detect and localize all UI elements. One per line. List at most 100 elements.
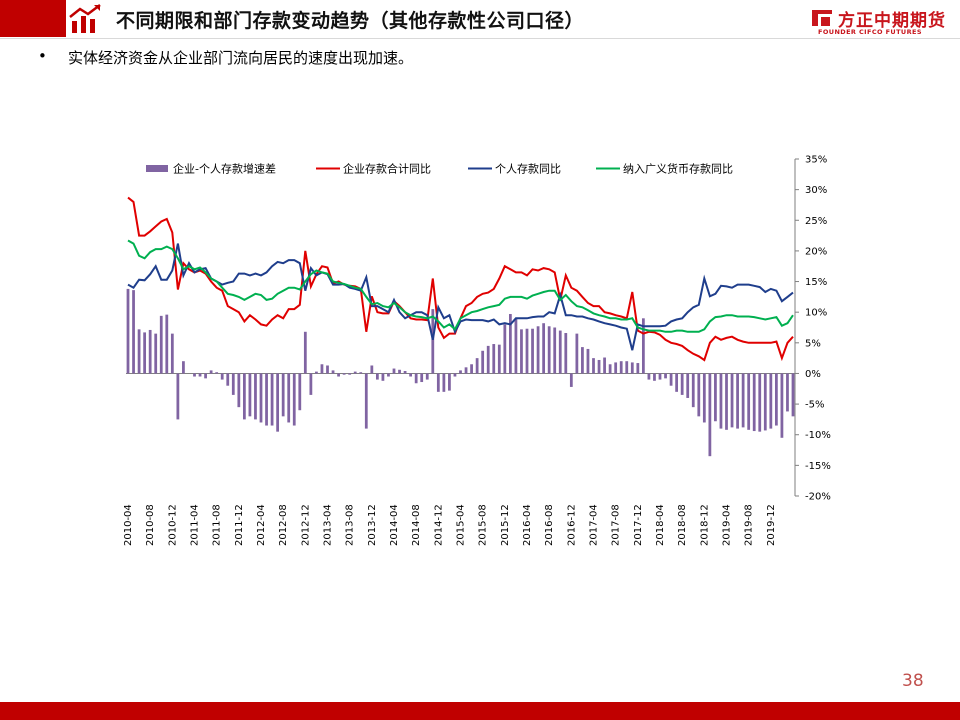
x-tick-label: 2010-08 <box>145 504 156 546</box>
x-tick-label: 2017-04 <box>589 504 600 546</box>
bar-mark <box>481 350 485 374</box>
bar-mark <box>791 373 795 417</box>
bar-mark <box>182 361 185 374</box>
bar-mark <box>265 373 268 426</box>
legend-label: 企业-个人存款增速差 <box>173 162 276 176</box>
bar-mark <box>686 373 690 398</box>
x-tick-label: 2018-12 <box>699 504 710 546</box>
bar-mark <box>270 373 274 426</box>
bar-mark <box>658 373 662 380</box>
bar-mark <box>736 373 739 429</box>
bar-mark <box>758 373 762 432</box>
series-line-2 <box>127 243 794 351</box>
bar-mark <box>653 373 656 381</box>
x-tick-label: 2015-12 <box>500 504 511 546</box>
bar-mark <box>209 370 213 374</box>
bar-mark <box>503 324 507 374</box>
x-tick-label: 2014-08 <box>411 504 422 546</box>
bar-mark <box>625 361 629 374</box>
bar-mark <box>448 373 451 391</box>
bar-mark <box>420 373 424 383</box>
bar-mark <box>359 372 363 374</box>
legend-label: 纳入广义货币存款同比 <box>623 162 733 176</box>
bar-mark <box>148 329 152 374</box>
x-tick-label: 2018-08 <box>677 504 688 546</box>
x-tick-label: 2019-12 <box>766 504 777 546</box>
bar-mark <box>137 329 141 374</box>
bar-mark <box>320 364 324 374</box>
bar-mark <box>619 361 623 374</box>
bar-mark <box>547 326 551 374</box>
bar-mark <box>204 373 207 379</box>
deposit-trend-chart: 35% 30% 25% 20% 15% 10% 5% 0% -5% -10% -15% -20% 201… <box>123 155 831 547</box>
series-line-3 <box>127 239 794 333</box>
bar-mark <box>641 318 645 374</box>
bar-mark <box>231 373 235 395</box>
bar-mark <box>708 373 712 457</box>
bullet-marker: • <box>38 47 47 65</box>
x-tick-label: 2014-04 <box>389 504 400 546</box>
bullet-text: 实体经济资金从企业部门流向居民的速度出现加速。 <box>68 49 414 67</box>
x-tick-label: 2013-08 <box>345 504 356 546</box>
bar-mark <box>215 372 219 374</box>
title-divider <box>0 38 960 39</box>
bar-mark <box>364 373 368 429</box>
bar-mark <box>132 290 135 374</box>
growth-chart-icon <box>69 4 101 33</box>
bar-mark <box>193 373 196 377</box>
bar-mark <box>387 373 390 377</box>
bar-mark <box>564 333 568 374</box>
x-tick-label: 2019-08 <box>744 504 755 546</box>
bar-mark <box>531 328 534 374</box>
bar-mark <box>508 314 512 374</box>
bar-mark <box>747 373 751 430</box>
x-tick-label: 2010-04 <box>123 504 134 546</box>
bar-mark <box>159 315 163 374</box>
x-tick-label: 2019-04 <box>722 504 733 546</box>
x-tick-label: 2016-12 <box>566 504 577 546</box>
x-tick-label: 2011-04 <box>190 504 201 546</box>
bar-mark <box>348 373 352 375</box>
bar-mark <box>143 332 147 374</box>
bar-mark <box>442 373 446 392</box>
footer-bar <box>0 702 960 720</box>
x-tick-label: 2013-12 <box>367 504 378 546</box>
bar-mark <box>226 373 230 386</box>
bar-mark <box>375 373 379 380</box>
bar-mark <box>702 373 706 423</box>
bar-mark <box>126 288 130 374</box>
bar-mark <box>514 318 518 374</box>
bar-mark <box>326 365 329 374</box>
y-tick-label: 35% <box>805 155 827 166</box>
bar-mark <box>520 329 523 374</box>
bar-mark <box>669 373 673 386</box>
page-title: 不同期限和部门存款变动趋势（其他存款性公司口径） <box>116 10 585 32</box>
bar-mark <box>353 371 357 374</box>
bar-mark <box>237 373 241 408</box>
bar-mark <box>431 309 435 374</box>
y-tick-label: 5% <box>805 338 821 349</box>
bar-mark <box>436 373 440 392</box>
bar-mark <box>287 373 291 423</box>
bar-mark <box>630 362 634 374</box>
x-tick-label: 2016-04 <box>522 504 533 546</box>
bar-mark <box>464 367 468 374</box>
bar-mark <box>475 358 479 374</box>
bar-mark <box>403 371 407 374</box>
title-bar: 不同期限和部门存款变动趋势（其他存款性公司口径） 方正中期期货 FOUNDER … <box>0 0 960 40</box>
x-tick-label: 2017-08 <box>611 504 622 546</box>
bar-mark <box>608 364 612 374</box>
y-tick-label: 0% <box>805 369 821 380</box>
x-tick-label: 2012-04 <box>256 504 267 546</box>
bar-mark <box>398 369 401 374</box>
bar-mark <box>154 333 158 374</box>
bar-mark <box>752 373 756 432</box>
x-tick-label: 2011-12 <box>234 504 245 546</box>
x-tick-label: 2013-04 <box>323 504 334 546</box>
bar-mark <box>315 371 318 374</box>
bar-mark <box>198 373 202 377</box>
bar-mark <box>697 373 701 417</box>
bar-mark <box>281 373 285 417</box>
legend-label: 企业存款合计同比 <box>343 162 431 176</box>
bar-mark <box>558 330 562 374</box>
